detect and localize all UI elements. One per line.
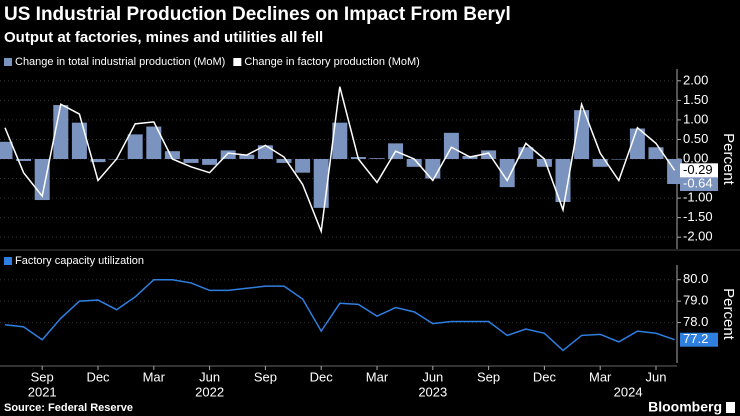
last-value-label: -0.29 (683, 162, 713, 177)
chart-title: US Industrial Production Declines on Imp… (4, 4, 511, 25)
last-value-label: 77.2 (683, 331, 708, 346)
bar (611, 159, 627, 160)
y-tick-label: 80.0 (683, 271, 708, 286)
y-tick-label: 78.0 (683, 314, 708, 329)
bar (16, 159, 32, 161)
bar (536, 159, 552, 167)
bar (648, 147, 664, 159)
x-tick-label: Mar (589, 369, 612, 384)
chart-subtitle: Output at factories, mines and utilities… (4, 29, 323, 46)
bar (202, 159, 218, 165)
x-tick-label: Jun (199, 369, 220, 384)
bar (0, 141, 13, 159)
y-tick-label: 0.50 (683, 131, 708, 146)
x-year-label: 2022 (195, 384, 224, 399)
y-tick-label: 79.0 (683, 293, 708, 308)
x-tick-label: Dec (86, 369, 110, 384)
bar (295, 159, 311, 173)
y-tick-label: 1.00 (683, 111, 708, 126)
line (4, 86, 676, 235)
bar (220, 150, 236, 159)
bar (53, 105, 69, 159)
x-tick-label: Sep (254, 369, 277, 384)
x-year-label: 2024 (614, 384, 643, 399)
y-tick-label: 0.00 (683, 150, 708, 165)
bar (332, 122, 348, 159)
legend-swatch (233, 58, 242, 66)
x-tick-label: Sep (477, 369, 500, 384)
y-tick-label: 1.50 (683, 92, 708, 107)
last-value-box (680, 163, 718, 178)
line (4, 278, 675, 352)
bar (127, 134, 143, 159)
x-year-label: 2023 (418, 384, 447, 399)
x-tick-label: Jun (646, 369, 667, 384)
legend-swatch (4, 58, 12, 66)
y-tick-label: -1.50 (683, 209, 713, 224)
bar (369, 158, 385, 159)
bar (164, 151, 180, 159)
logo: Bloomberg (648, 399, 722, 415)
bar (90, 159, 106, 163)
y-tick-label: -1.00 (683, 190, 713, 205)
bar (257, 145, 273, 159)
bar (34, 159, 50, 201)
bar (146, 126, 162, 159)
x-tick-label: Sep (31, 369, 54, 384)
legend-swatch (4, 257, 12, 265)
y-axis-label: Percent (720, 133, 737, 186)
x-tick-label: Jun (422, 369, 443, 384)
bar (592, 159, 608, 167)
last-value-box (680, 332, 718, 347)
bar (71, 122, 87, 159)
last-value-box (680, 177, 718, 192)
bar (425, 159, 441, 179)
bar (313, 159, 329, 208)
source: Source: Federal Reserve (4, 402, 133, 414)
bar (183, 159, 199, 163)
y-axis-label: Percent (720, 288, 737, 341)
bar (499, 159, 515, 188)
x-tick-label: Mar (366, 369, 389, 384)
bar (406, 159, 422, 167)
legend-label: Change in total industrial production (M… (15, 56, 225, 68)
logo-icon (726, 402, 735, 413)
legend-label: Factory capacity utilization (15, 255, 144, 267)
x-tick-label: Mar (143, 369, 166, 384)
x-tick-label: Dec (533, 369, 557, 384)
last-value-label: -0.64 (683, 175, 713, 190)
y-tick-label: -2.00 (683, 229, 713, 244)
x-year-label: 2021 (28, 384, 57, 399)
bar (276, 159, 292, 163)
bar (443, 132, 459, 159)
bar (518, 147, 534, 159)
bar (481, 150, 497, 159)
bar (239, 154, 255, 159)
legend-label: Change in factory production (MoM) (244, 56, 419, 68)
y-tick-label: 2.00 (683, 72, 708, 87)
x-tick-label: Dec (310, 369, 334, 384)
